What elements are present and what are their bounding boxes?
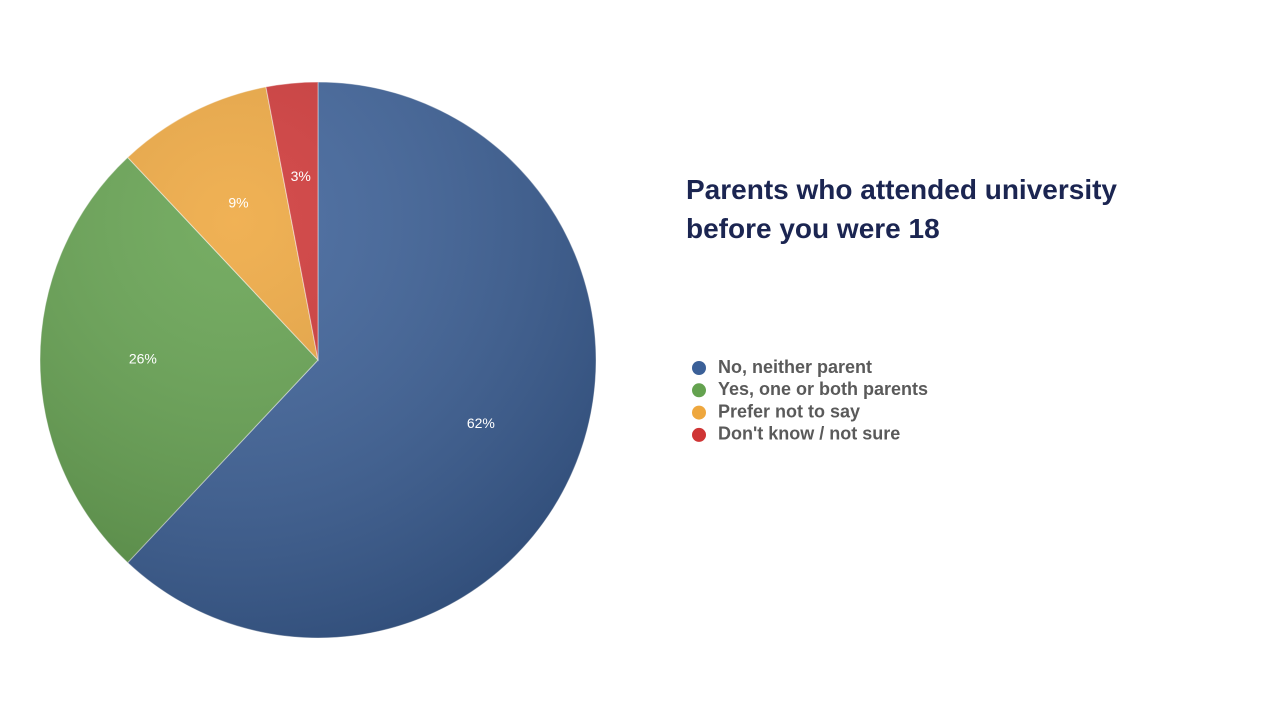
slice-label: 62% [467,415,495,431]
chart-title: Parents who attended university before y… [686,174,1117,244]
slice-label: 9% [228,195,248,211]
slice-label: 26% [129,351,157,367]
legend-marker [692,427,706,442]
legend-label: Yes, one or both parents [718,379,928,399]
legend-marker [692,361,706,375]
legend-marker [692,383,706,398]
legend-label: No, neither parent [718,357,872,377]
legend-label: Prefer not to say [718,401,860,421]
legend-marker [692,405,706,420]
slice-label: 3% [291,168,311,184]
legend-label: Don't know / not sure [718,424,900,444]
